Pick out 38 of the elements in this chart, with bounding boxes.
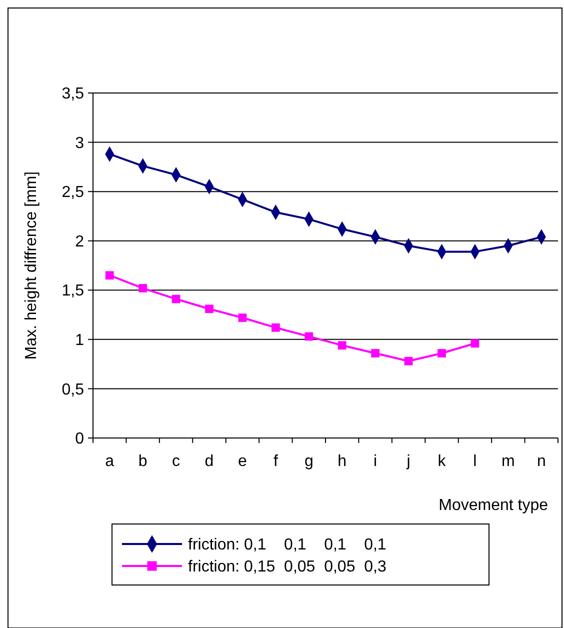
point [470,339,480,348]
point [138,284,148,292]
point [205,304,214,314]
x-tick-label: n [536,453,546,470]
y-tick-label: 2 [75,233,84,250]
y-tick-label: 3 [75,134,84,152]
y-tick-label: 3,5 [62,86,84,103]
x-axis-title: Movement type [438,497,548,514]
point [304,332,314,341]
y-tick-label: 1 [75,332,84,350]
point [238,314,247,322]
point [371,349,380,358]
x-tick-label: g [304,453,314,470]
legend-label: friction: 0,1 0,1 0,1 0,1 [188,536,386,554]
point [404,356,413,366]
y-tick-label: 0 [75,430,84,448]
x-tick-label: l [473,453,477,470]
x-tick-label: b [138,453,148,470]
point [338,341,346,350]
x-tick-label: f [273,453,278,470]
x-tick-label: m [502,453,515,470]
legend-label: friction: 0,15 0,05 0,05 0,3 [188,558,386,576]
point [105,271,114,280]
y-tick-label: 0,5 [62,381,84,398]
x-tick-label: i [374,453,378,470]
x-tick-label: j [406,453,410,470]
y-tick-label: 2,5 [62,184,84,202]
x-tick-label: e [238,453,248,470]
x-tick-label: d [204,453,214,470]
x-tick-label: a [105,453,114,470]
point [438,349,446,358]
y-axis-title: Max. height diffrence [mm] [23,171,40,360]
y-tick-label: 1,5 [62,282,84,300]
x-tick-label: c [172,453,180,470]
x-tick-label: h [338,453,347,470]
x-tick-label: k [438,453,447,470]
point [271,323,280,332]
point [172,294,180,304]
